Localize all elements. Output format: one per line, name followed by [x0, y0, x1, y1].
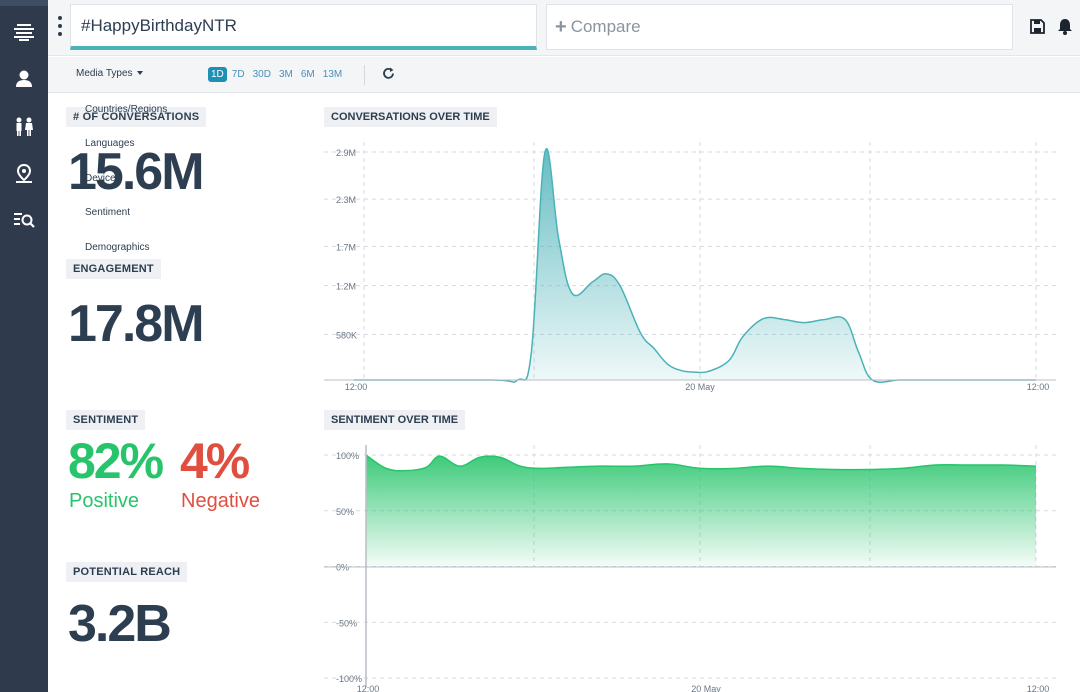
negative-percent: 4%: [180, 433, 250, 489]
series-line: [365, 454, 1037, 472]
person-icon[interactable]: [12, 67, 36, 91]
sentiment-chart-title: SENTIMENT OVER TIME: [324, 410, 466, 430]
menu-icon[interactable]: [12, 20, 36, 44]
reach-value: 3.2B: [68, 595, 172, 653]
media-types-label: Media Types: [76, 68, 133, 79]
toolbar-divider: [364, 65, 365, 85]
x-tick-label: 20 May: [685, 382, 715, 392]
x-tick-label: 20 May: [691, 684, 721, 692]
range-6m[interactable]: 6M: [300, 69, 315, 80]
bell-icon[interactable]: [1056, 17, 1074, 35]
x-tick-label: 12:00: [345, 382, 368, 392]
range-1d[interactable]: 1D: [208, 67, 227, 82]
series-area: [354, 148, 1036, 383]
sidebar-accent: [0, 0, 48, 6]
range-13m[interactable]: 13M: [322, 69, 343, 80]
save-icon[interactable]: [1028, 17, 1046, 35]
positive-label: Positive: [69, 490, 140, 512]
sentiment-chart: 100%50%0%-50%-100%12:00 20 May 12:00: [324, 445, 1056, 692]
more-options-icon[interactable]: [56, 16, 64, 36]
y-tick-label: 580K: [336, 330, 357, 340]
y-tick-label: 1.7M: [336, 242, 356, 252]
x-tick-label: 12:00: [1027, 684, 1050, 692]
conversations-value: 15.6M: [68, 143, 205, 201]
range-7d[interactable]: 7D: [231, 69, 245, 80]
conversations-label: # OF CONVERSATIONS: [66, 107, 207, 127]
top-bar: + Compare: [48, 0, 1080, 56]
menu-item-countries[interactable]: Countries/Regions: [85, 104, 168, 115]
y-tick-label: -100%: [336, 674, 362, 684]
y-tick-label: 1.2M: [336, 282, 356, 292]
search-list-icon[interactable]: [12, 208, 36, 232]
x-tick-label: 12:00: [1027, 382, 1050, 392]
compare-button[interactable]: + Compare: [546, 4, 1013, 50]
filter-toolbar: Media Types 1D 7D 30D 3M 6M 13M: [48, 57, 1080, 93]
negative-label: Negative: [181, 490, 260, 512]
conversations-chart-title: CONVERSATIONS OVER TIME: [324, 107, 497, 127]
conversations-chart: 2.9M 2.3M 1.7M 1.2M 580K 12:00 20 May 12:00: [324, 142, 1056, 392]
y-tick-label: -50%: [336, 618, 357, 628]
menu-item-sentiment[interactable]: Sentiment: [85, 207, 131, 218]
range-selector: 1D 7D 30D 3M 6M 13M: [208, 67, 345, 82]
series-line: [353, 148, 1036, 383]
left-sidebar: [0, 0, 48, 692]
caret-down-icon: [136, 71, 143, 76]
positive-percent: 82%: [68, 433, 164, 489]
media-types-dropdown[interactable]: Media Types: [76, 68, 143, 79]
refresh-icon[interactable]: [382, 67, 396, 81]
y-tick-label: 2.3M: [336, 195, 356, 205]
search-box[interactable]: [70, 4, 537, 50]
search-input[interactable]: [71, 5, 536, 46]
engagement-label: ENGAGEMENT: [66, 259, 161, 279]
range-3m[interactable]: 3M: [278, 69, 293, 80]
reach-label: POTENTIAL REACH: [66, 562, 188, 582]
y-tick-label: 2.9M: [336, 148, 356, 158]
y-tick-label: 100%: [336, 451, 359, 461]
people-icon[interactable]: [12, 115, 36, 139]
plus-icon: +: [555, 15, 567, 38]
series-area: [366, 455, 1036, 567]
location-pin-icon[interactable]: [12, 162, 36, 186]
menu-item-devices[interactable]: Devices: [85, 173, 121, 184]
compare-label: Compare: [570, 17, 641, 36]
x-tick-label: 12:00: [357, 684, 380, 692]
engagement-value: 17.8M: [68, 295, 205, 353]
menu-item-languages[interactable]: Languages: [85, 138, 135, 149]
range-30d[interactable]: 30D: [252, 69, 271, 80]
sentiment-label: SENTIMENT: [66, 410, 146, 430]
menu-item-demographics[interactable]: Demographics: [85, 242, 150, 253]
y-tick-label: 50%: [336, 507, 354, 517]
